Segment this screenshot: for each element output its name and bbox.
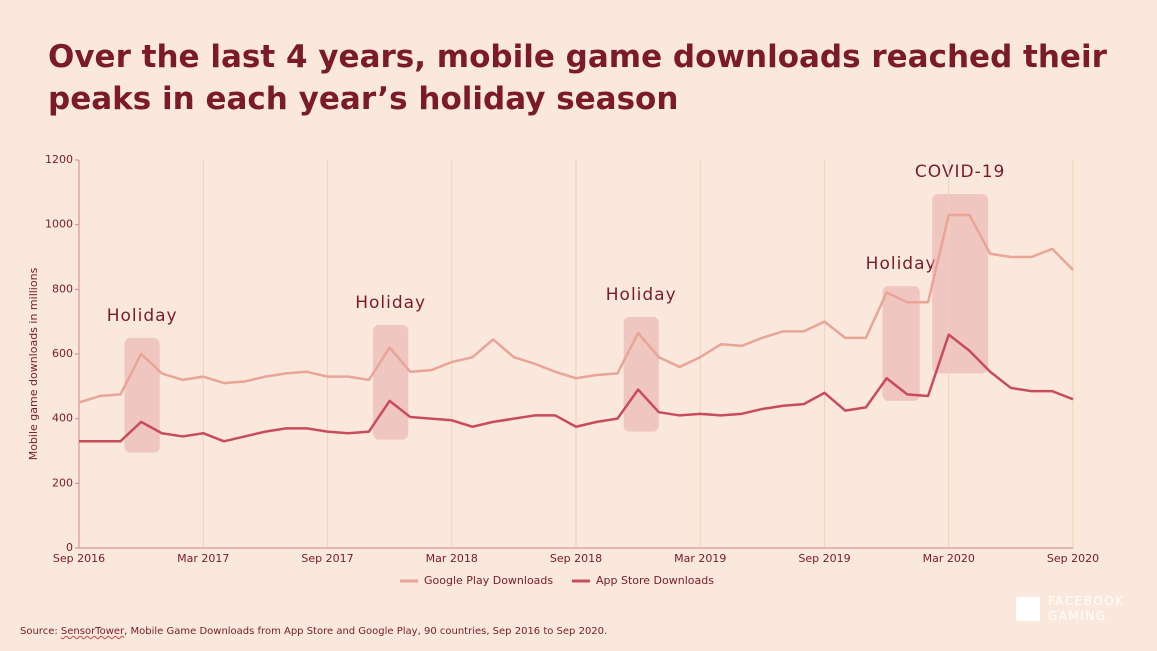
- legend-label: App Store Downloads: [596, 574, 714, 587]
- x-tick-label: Sep 2018: [550, 552, 602, 565]
- y-tick-label: 400: [52, 412, 73, 425]
- logo-line: GAMING: [1048, 609, 1107, 623]
- x-tick-label: Mar 2018: [426, 552, 478, 565]
- x-tick-label: Sep 2020: [1047, 552, 1099, 565]
- y-tick-label: 800: [52, 282, 73, 295]
- x-tick-label: Sep 2016: [53, 552, 105, 565]
- source-rest: , Mobile Game Downloads from App Store a…: [124, 626, 608, 637]
- highlight-box: [623, 316, 659, 432]
- source: Source: SensorTower, Mobile Game Downloa…: [20, 626, 607, 637]
- logo-line: FACEBOOK: [1048, 594, 1125, 608]
- highlight-box: [882, 286, 920, 401]
- highlight-box: [932, 193, 989, 374]
- annotation: COVID-19: [915, 162, 1005, 182]
- annotation: Holiday: [606, 285, 677, 305]
- x-tick-label: Mar 2019: [674, 552, 726, 565]
- y-tick-label: 1000: [45, 218, 73, 231]
- line: [78, 213, 1074, 404]
- y-tick-label: 0: [66, 541, 73, 554]
- line: [79, 333, 1074, 443]
- source-link[interactable]: SensorTower: [60, 626, 125, 637]
- legend-label: Google Play Downloads: [424, 574, 553, 587]
- y-tick-label: 600: [52, 347, 73, 360]
- annotation: Holiday: [355, 293, 426, 313]
- y-tick-label: 200: [52, 476, 73, 489]
- x-tick-label: Sep 2017: [301, 552, 353, 565]
- title: Over the last 4 years, mobile game downl…: [48, 39, 1107, 117]
- source-prefix: Source:: [20, 626, 61, 637]
- annotation: Holiday: [866, 254, 937, 274]
- x-tick-label: Mar 2020: [923, 552, 975, 565]
- highlight-box: [373, 324, 409, 440]
- annotation: Holiday: [107, 306, 178, 326]
- x-tick-label: Sep 2019: [798, 552, 850, 565]
- x-tick-label: Mar 2017: [177, 552, 229, 565]
- y-axis-label: Mobile game downloads in millions: [27, 267, 40, 460]
- logo: FACEBOOK GAMING: [1016, 594, 1125, 624]
- y-tick-label: 1200: [45, 153, 73, 166]
- logo-icon: [1016, 597, 1040, 621]
